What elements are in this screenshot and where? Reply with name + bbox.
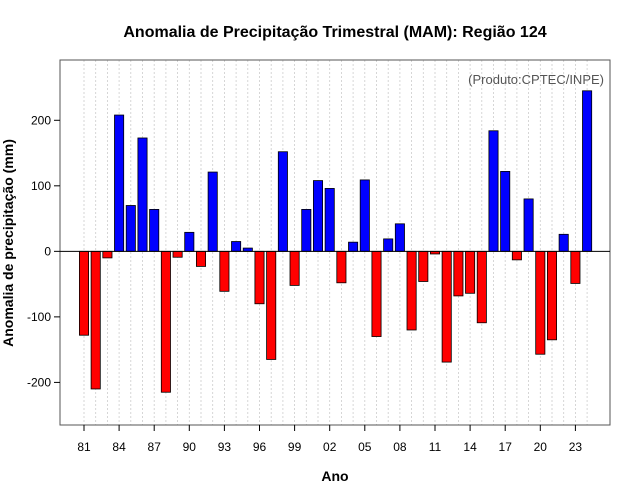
bar-2010: [418, 250, 429, 282]
bar-1993: [219, 250, 230, 292]
chart-title: Anomalia de Precipitação Trimestral (MAM…: [123, 24, 546, 41]
bar-2007: [383, 238, 394, 252]
bar-2016: [488, 130, 499, 252]
gridlines: [83, 60, 588, 425]
bar-1994: [231, 241, 242, 252]
x-tick-label: 96: [253, 440, 267, 454]
x-axis-title: Ano: [321, 468, 348, 484]
x-tick-label: 93: [218, 440, 232, 454]
bar-1985: [125, 205, 136, 252]
x-tick-label: 23: [569, 440, 583, 454]
y-tick-label: -100: [27, 310, 51, 324]
x-tick-label: 20: [534, 440, 548, 454]
bars: [79, 90, 593, 393]
bar-2022: [558, 233, 569, 252]
credit-label: (Produto:CPTEC/INPE): [468, 72, 604, 87]
bar-2018: [511, 250, 522, 261]
plot-frame: [59, 59, 611, 426]
x-tick-label: 84: [112, 440, 126, 454]
x-tick-label: 02: [323, 440, 337, 454]
bar-1998: [277, 151, 288, 252]
x-tick-label: 17: [499, 440, 513, 454]
x-tick-label: 14: [463, 440, 477, 454]
y-tick-label: -200: [27, 375, 51, 389]
x-tick-label: 90: [183, 440, 197, 454]
bar-2008: [394, 223, 405, 252]
bar-2020: [535, 250, 546, 355]
bar-1986: [137, 137, 148, 252]
bar-1984: [114, 114, 125, 252]
bar-1997: [266, 250, 277, 360]
bar-1999: [289, 250, 300, 286]
bar-2024: [582, 90, 593, 252]
bar-2005: [359, 179, 370, 252]
bar-1981: [79, 250, 90, 336]
bar-2023: [570, 250, 581, 284]
bar-1988: [160, 250, 171, 393]
x-tick-label: 81: [77, 440, 91, 454]
bar-1990: [184, 231, 195, 252]
y-tick-label: 0: [44, 244, 51, 258]
x-tick-label: 08: [393, 440, 407, 454]
x-axis: 81 84 87 90 93 96 99 02 05 08 11 14 17 20 23: [77, 425, 582, 454]
y-tick-label: 100: [31, 179, 51, 193]
bar-2004: [348, 241, 359, 252]
bar-1982: [90, 250, 101, 390]
bar-2017: [500, 171, 511, 252]
bar-1983: [102, 250, 113, 259]
bar-1996: [254, 250, 265, 305]
bar-2009: [406, 250, 417, 331]
bar-2013: [453, 250, 464, 297]
y-axis-title: Anomalia de precipitação (mm): [0, 139, 16, 347]
bar-2002: [324, 188, 335, 252]
bar-2014: [465, 250, 476, 294]
bar-2003: [336, 250, 347, 284]
bar-1989: [172, 250, 183, 258]
x-tick-label: 11: [429, 440, 442, 454]
bar-2012: [441, 250, 452, 363]
y-axis: -200 -100 0 100 200: [27, 113, 60, 389]
bar-2021: [547, 250, 558, 341]
bar-2001: [312, 180, 323, 252]
bar-1987: [149, 209, 160, 252]
bar-2000: [301, 209, 312, 252]
bar-1991: [195, 250, 206, 267]
y-tick-label: 200: [31, 113, 51, 127]
bar-1992: [207, 171, 218, 252]
bar-2019: [523, 198, 534, 252]
x-tick-label: 87: [148, 440, 162, 454]
x-tick-label: 05: [358, 440, 372, 454]
bar-2015: [476, 250, 487, 324]
bar-2006: [371, 250, 382, 337]
x-tick-label: 99: [288, 440, 302, 454]
